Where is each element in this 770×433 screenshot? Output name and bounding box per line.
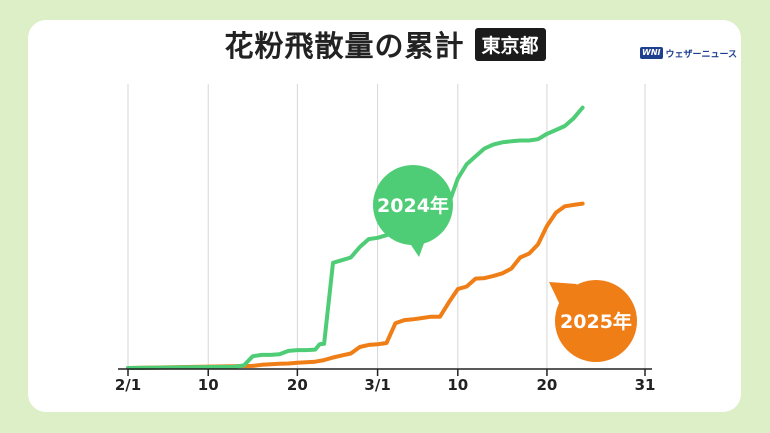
- series-name-label: 2024年: [377, 194, 449, 217]
- callout-bubble: [555, 280, 637, 362]
- x-tick-label: 10: [198, 376, 219, 394]
- series-callout-0: 2024年: [373, 165, 453, 257]
- series-name-label: 2025年: [560, 310, 632, 333]
- callout-tail: [549, 282, 577, 307]
- chart-title: 花粉飛散量の累計: [224, 29, 465, 63]
- brand-name: ウェザーニュース: [665, 49, 738, 60]
- grid-lines: [127, 84, 646, 369]
- region-badge: 東京都: [474, 27, 546, 61]
- x-tick-label: 2/1: [115, 376, 141, 394]
- series-line-1: [126, 201, 585, 370]
- series-lines: [126, 105, 585, 370]
- x-tick-label: 20: [537, 376, 558, 394]
- x-tick-label: 10: [447, 376, 468, 394]
- title-row: 花粉飛散量の累計 東京都: [0, 24, 770, 64]
- series-callout-1: 2025年: [549, 280, 637, 362]
- x-tick-labels: 2/1 10 20 3/1 10 20 31: [115, 369, 656, 394]
- callout-bubble: [373, 165, 453, 245]
- brand-logo: WNI ウェザーニュース: [640, 46, 737, 60]
- x-tick-label: 20: [287, 376, 308, 394]
- series-callouts: 2024年 2025年: [373, 165, 637, 362]
- x-tick-label: 3/1: [364, 376, 390, 394]
- series-line-0: [126, 105, 585, 370]
- wni-logo-icon: WNI: [640, 47, 663, 59]
- x-tick-label: 31: [635, 376, 656, 394]
